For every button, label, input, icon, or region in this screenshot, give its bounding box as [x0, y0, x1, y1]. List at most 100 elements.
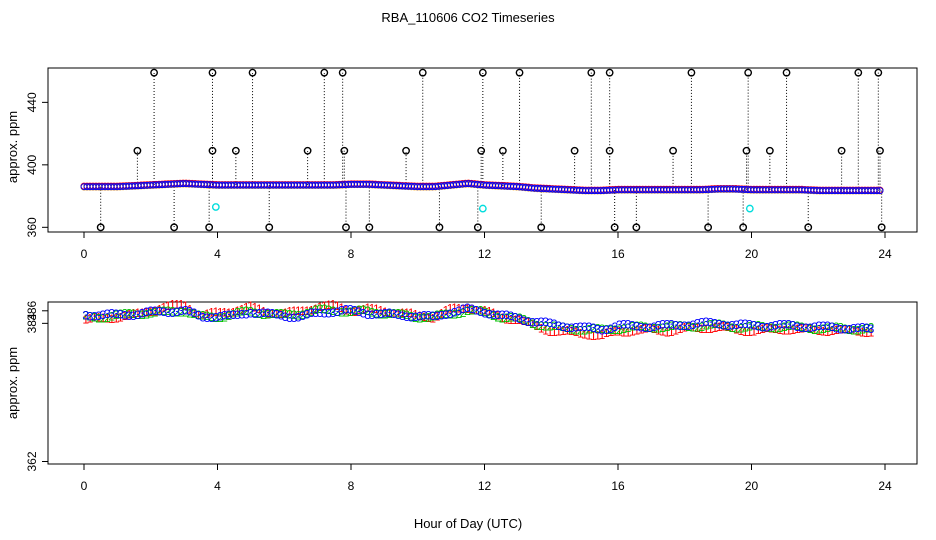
series-1-point: 1	[247, 299, 254, 313]
series-1-point: 1	[868, 326, 875, 340]
series-1-point: 1	[616, 325, 623, 339]
series-3-point: 3	[672, 318, 679, 332]
series-3-point: 3	[807, 321, 814, 335]
series-2-point: 2	[173, 305, 180, 319]
series-3-point: 3	[590, 321, 597, 335]
series-2-point: 2	[594, 322, 601, 336]
series-1-point: 1	[226, 306, 233, 320]
series-2-point: 2	[399, 307, 406, 321]
series-2-point: 2	[364, 304, 371, 318]
series-1-point: 1	[529, 317, 536, 331]
series-1-point: 1	[334, 299, 341, 313]
series-1-point: 1	[555, 324, 562, 338]
series-3-point: 3	[633, 320, 640, 334]
top-panel-frame	[47, 67, 918, 233]
series-1-point: 1	[603, 326, 610, 340]
series-3-point: 3	[82, 308, 89, 322]
series-2-point: 2	[599, 322, 606, 336]
series-2-point: 2	[256, 307, 263, 321]
series-3-point: 3	[395, 308, 402, 322]
series-1-point: 1	[447, 301, 454, 315]
series-3-point: 3	[677, 319, 684, 333]
series-3-point: 3	[312, 306, 319, 320]
series-3-point: 3	[547, 316, 554, 330]
series-2-point: 2	[803, 321, 810, 335]
series-3-point: 3	[173, 305, 180, 319]
series-3-point: 3	[260, 306, 267, 320]
series-3-point: 3	[490, 308, 497, 322]
series-1-point: 1	[377, 304, 384, 318]
series-2-point: 2	[677, 318, 684, 332]
series-2-point: 2	[764, 320, 771, 334]
series-1-point: 1	[642, 321, 649, 335]
series-1-point: 1	[668, 325, 675, 339]
series-2-point: 2	[130, 307, 137, 321]
series-3-point: 3	[130, 309, 137, 323]
series-2-point: 2	[460, 306, 467, 320]
series-1-point: 1	[212, 305, 219, 319]
series-2-point: 2	[178, 306, 185, 320]
spike-low-point	[804, 223, 813, 232]
series-3-point: 3	[646, 321, 653, 335]
series-1-point: 1	[351, 305, 358, 319]
series-1-point: 1	[455, 301, 462, 315]
series-3-point: 3	[568, 321, 575, 335]
series-2-point: 2	[321, 302, 328, 316]
spike-mid-point	[133, 146, 142, 155]
series-1-point: 1	[538, 321, 545, 335]
series-2-point: 2	[720, 318, 727, 332]
series-1-point: 1	[317, 300, 324, 314]
series-1-point: 1	[451, 301, 458, 315]
series-2-point: 2	[356, 303, 363, 317]
series-3-point: 3	[212, 311, 219, 325]
spike-low-point	[342, 223, 350, 232]
series-3-point: 3	[182, 303, 189, 317]
series-1-point: 1	[321, 299, 328, 313]
series-1-point: 1	[833, 323, 840, 337]
series-2-point: 2	[160, 304, 167, 318]
series-2-point: 2	[807, 322, 814, 336]
series-2-point: 2	[451, 307, 458, 321]
series-2-point: 2	[221, 310, 228, 324]
series-1-point: 1	[373, 302, 380, 316]
series-2-point: 2	[733, 322, 740, 336]
series-3-point: 3	[642, 321, 649, 335]
bottom-x-tick-label: 4	[214, 479, 221, 493]
series-2-point: 2	[538, 319, 545, 333]
series-1-point: 1	[564, 324, 571, 338]
series-3-point: 3	[685, 319, 692, 333]
series-2-point: 2	[481, 305, 488, 319]
series-2-point: 2	[785, 319, 792, 333]
series-2-point: 2	[716, 317, 723, 331]
series-2-point: 2	[620, 322, 627, 336]
spike-high-point	[874, 68, 883, 77]
series-2-point: 2	[269, 307, 276, 321]
series-1-point: 1	[282, 306, 289, 320]
series-3-point: 3	[399, 309, 406, 323]
series-2-point: 2	[659, 321, 666, 335]
series-1-point: 1	[607, 325, 614, 339]
series-1-point: 1	[403, 306, 410, 320]
series-3-point: 3	[616, 318, 623, 332]
series-3-point: 3	[724, 319, 731, 333]
series-3-point: 3	[612, 320, 619, 334]
series-2-point: 2	[542, 319, 549, 333]
series-1-point: 1	[408, 306, 415, 320]
series-2-point: 2	[108, 310, 115, 324]
series-3-point: 3	[169, 306, 176, 320]
series-3-point: 3	[842, 323, 849, 337]
series-1-point: 1	[664, 325, 671, 339]
series-1-point: 1	[434, 310, 441, 324]
series-2-point: 2	[204, 309, 211, 323]
series-1-point: 1	[521, 314, 528, 328]
series-1-point: 1	[542, 324, 549, 338]
series-1-point: 1	[820, 325, 827, 339]
series-2-point: 2	[863, 322, 870, 336]
series-2-point: 2	[564, 321, 571, 335]
series-2-point: 2	[495, 311, 502, 325]
series-3-point: 3	[477, 305, 484, 319]
series-1-point: 1	[412, 307, 419, 321]
series-2-point: 2	[629, 320, 636, 334]
series-3-point: 3	[629, 318, 636, 332]
